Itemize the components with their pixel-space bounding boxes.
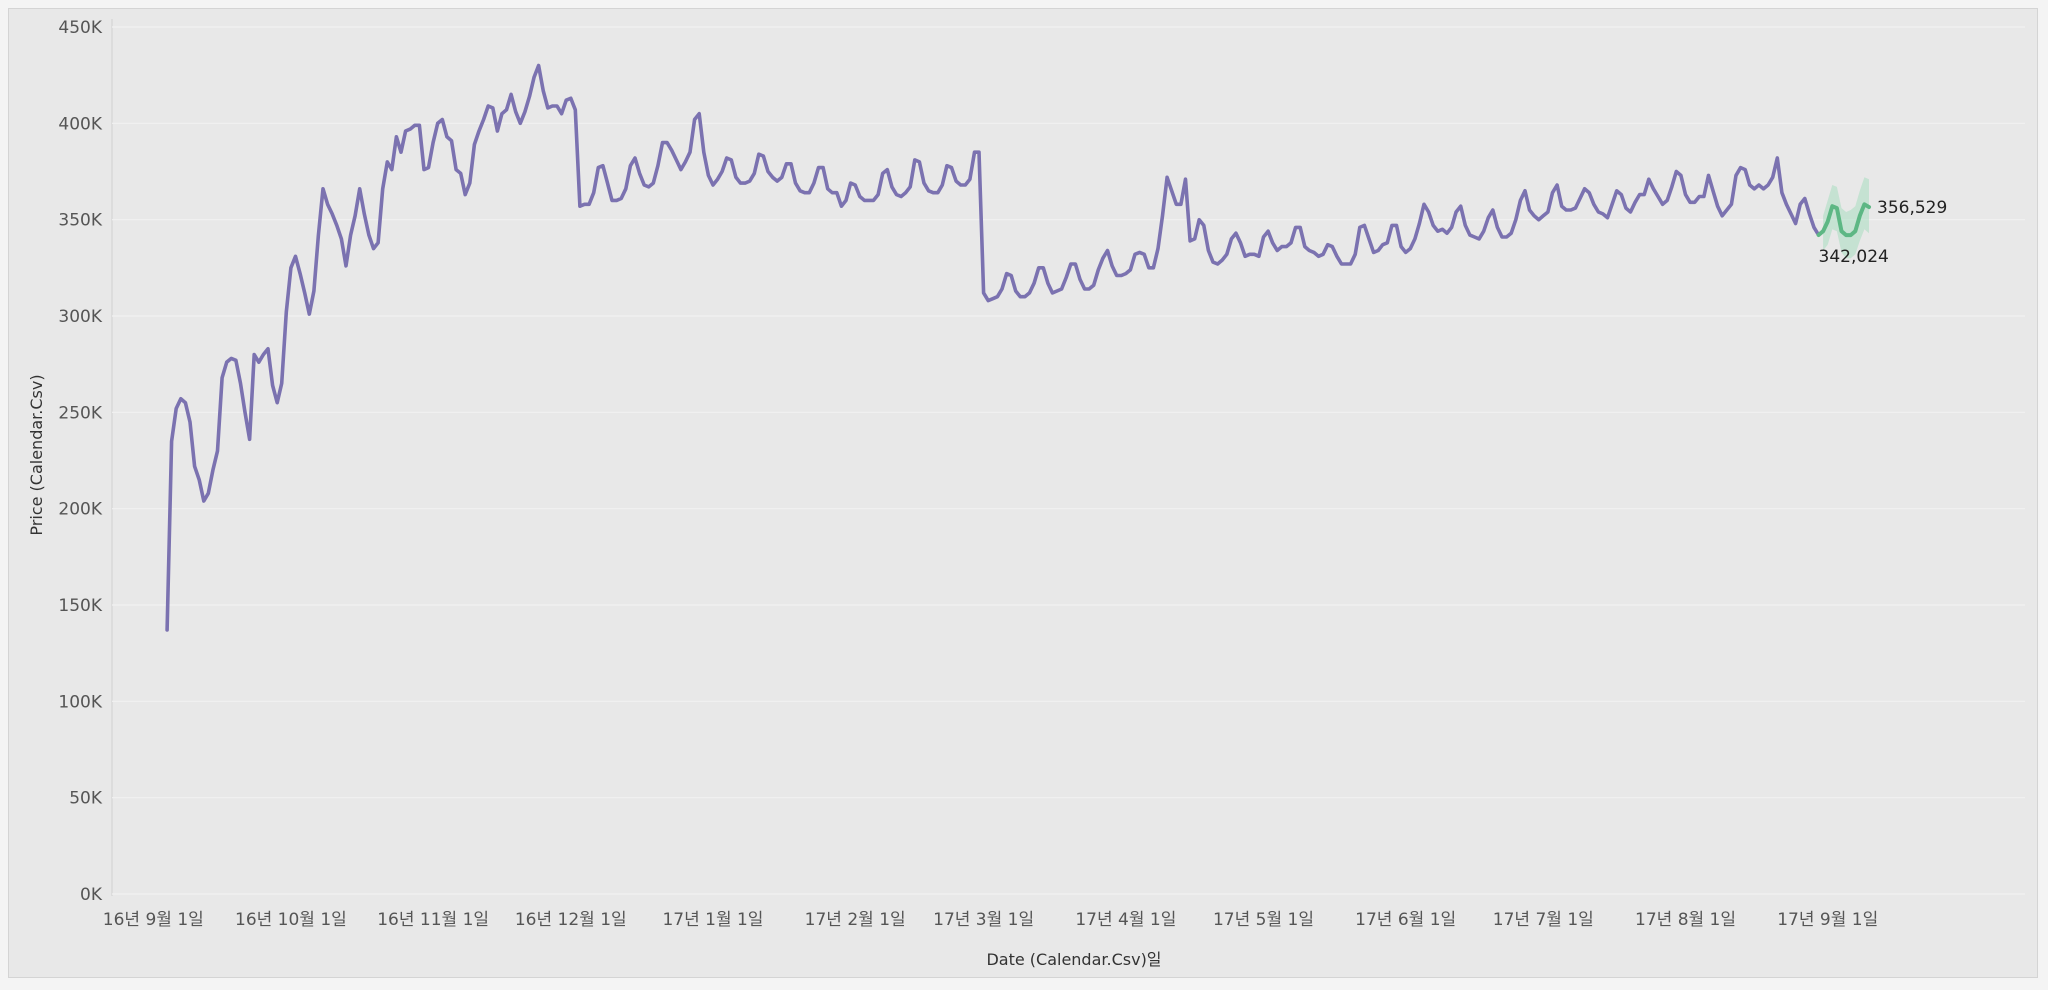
x-tick-label: 17년 4월 1일: [1075, 910, 1176, 930]
x-tick-label: 16년 12월 1일: [515, 910, 627, 930]
x-axis-ticks: 16년 9월 1일 16년 10월 1일 16년 11월 1일 16년 12월 1일 1…: [103, 910, 1878, 930]
data-label: 342,024: [1819, 247, 1889, 267]
gridlines: [111, 19, 2025, 896]
y-tick-label: 0K: [80, 885, 103, 905]
x-tick-label: 16년 9월 1일: [103, 910, 204, 930]
y-tick-label: 50K: [69, 789, 103, 809]
y-axis-ticks: 0K 50K 100K 150K 200K 250K 300K 350K 400K 450K: [58, 18, 102, 905]
actual-price-line: [165, 63, 1821, 632]
y-tick-label: 250K: [58, 403, 102, 423]
y-tick-label: 400K: [58, 114, 102, 134]
x-tick-label: 17년 8월 1일: [1635, 910, 1736, 930]
x-tick-label: 17년 5월 1일: [1213, 910, 1314, 930]
y-tick-label: 150K: [58, 596, 102, 616]
y-tick-label: 300K: [58, 307, 102, 327]
x-axis-title: Date (Calendar.Csv)일: [986, 950, 1161, 969]
y-tick-label: 450K: [58, 18, 102, 38]
data-label: 356,529: [1877, 198, 1947, 218]
chart-panel: [8, 8, 2038, 978]
y-tick-label: 200K: [58, 500, 102, 520]
y-tick-label: 100K: [58, 692, 102, 712]
x-tick-label: 17년 7월 1일: [1493, 910, 1594, 930]
x-tick-label: 17년 1월 1일: [662, 910, 763, 930]
x-tick-label: 17년 2월 1일: [805, 910, 906, 930]
x-tick-label: 17년 9월 1일: [1777, 910, 1878, 930]
forecast-line: [1816, 202, 1871, 238]
y-tick-label: 350K: [58, 211, 102, 231]
x-tick-label: 17년 3월 1일: [933, 910, 1034, 930]
x-tick-label: 16년 11월 1일: [377, 910, 489, 930]
y-axis-title: Price (Calendar.Csv): [27, 374, 46, 535]
forecast-band: [1823, 177, 1869, 259]
x-tick-label: 16년 10월 1일: [235, 910, 347, 930]
x-tick-label: 17년 6월 1일: [1355, 910, 1456, 930]
plot-area: 342,024 356,529: [165, 63, 1947, 632]
